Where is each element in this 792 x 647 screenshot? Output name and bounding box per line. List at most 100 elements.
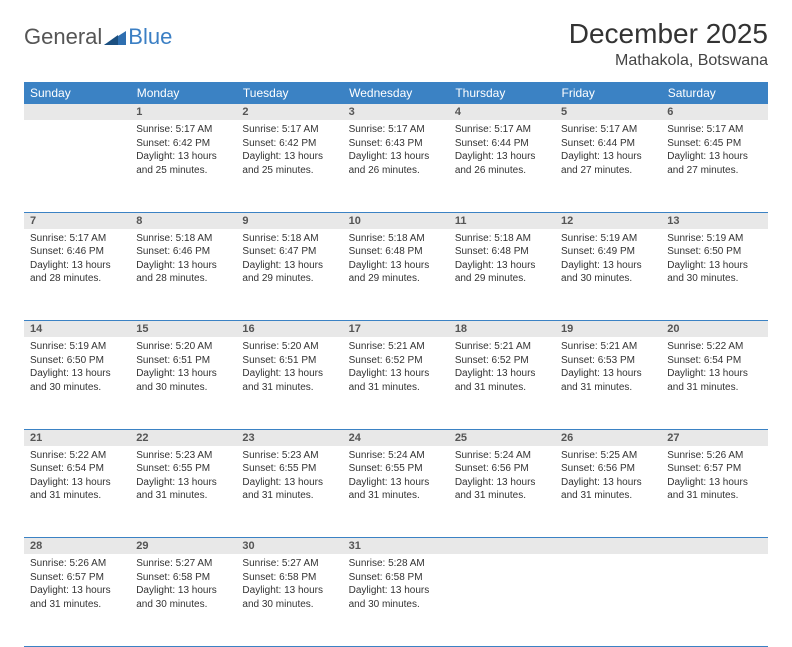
day-number: 29 bbox=[130, 538, 236, 555]
day-cell: Sunrise: 5:26 AMSunset: 6:57 PMDaylight:… bbox=[24, 554, 130, 646]
day-cell: Sunrise: 5:18 AMSunset: 6:48 PMDaylight:… bbox=[343, 229, 449, 321]
day-cell: Sunrise: 5:25 AMSunset: 6:56 PMDaylight:… bbox=[555, 446, 661, 538]
sunrise-line: Sunrise: 5:17 AM bbox=[561, 123, 655, 137]
day-cell: Sunrise: 5:27 AMSunset: 6:58 PMDaylight:… bbox=[236, 554, 342, 646]
day-cell-content: Sunrise: 5:17 AMSunset: 6:44 PMDaylight:… bbox=[449, 120, 555, 183]
sunrise-line: Sunrise: 5:17 AM bbox=[242, 123, 336, 137]
day-cell-content: Sunrise: 5:27 AMSunset: 6:58 PMDaylight:… bbox=[236, 554, 342, 617]
day-cell: Sunrise: 5:17 AMSunset: 6:46 PMDaylight:… bbox=[24, 229, 130, 321]
sunset-line: Sunset: 6:53 PM bbox=[561, 354, 655, 368]
day-cell-content: Sunrise: 5:19 AMSunset: 6:49 PMDaylight:… bbox=[555, 229, 661, 292]
day-number: 21 bbox=[24, 429, 130, 446]
day-cell-content: Sunrise: 5:21 AMSunset: 6:53 PMDaylight:… bbox=[555, 337, 661, 400]
daylight-line: Daylight: 13 hours and 27 minutes. bbox=[667, 150, 761, 177]
logo-triangle-icon bbox=[104, 29, 126, 45]
daylight-line: Daylight: 13 hours and 31 minutes. bbox=[349, 367, 443, 394]
day-cell: Sunrise: 5:18 AMSunset: 6:48 PMDaylight:… bbox=[449, 229, 555, 321]
sunrise-line: Sunrise: 5:28 AM bbox=[349, 557, 443, 571]
weekday-header: Tuesday bbox=[236, 82, 342, 104]
day-number: 13 bbox=[661, 212, 767, 229]
sunset-line: Sunset: 6:52 PM bbox=[455, 354, 549, 368]
sunset-line: Sunset: 6:55 PM bbox=[242, 462, 336, 476]
sunset-line: Sunset: 6:51 PM bbox=[242, 354, 336, 368]
daylight-line: Daylight: 13 hours and 31 minutes. bbox=[242, 476, 336, 503]
day-cell bbox=[555, 554, 661, 646]
sunrise-line: Sunrise: 5:17 AM bbox=[667, 123, 761, 137]
day-number: 3 bbox=[343, 104, 449, 120]
day-cell bbox=[661, 554, 767, 646]
daylight-line: Daylight: 13 hours and 31 minutes. bbox=[667, 367, 761, 394]
calendar-body: 123456Sunrise: 5:17 AMSunset: 6:42 PMDay… bbox=[24, 104, 768, 646]
sunset-line: Sunset: 6:52 PM bbox=[349, 354, 443, 368]
day-cell: Sunrise: 5:21 AMSunset: 6:52 PMDaylight:… bbox=[449, 337, 555, 429]
day-cell: Sunrise: 5:17 AMSunset: 6:44 PMDaylight:… bbox=[449, 120, 555, 212]
sunrise-line: Sunrise: 5:18 AM bbox=[136, 232, 230, 246]
weekday-header: Sunday bbox=[24, 82, 130, 104]
weekday-header: Thursday bbox=[449, 82, 555, 104]
day-number: 23 bbox=[236, 429, 342, 446]
sunset-line: Sunset: 6:48 PM bbox=[349, 245, 443, 259]
day-cell: Sunrise: 5:24 AMSunset: 6:55 PMDaylight:… bbox=[343, 446, 449, 538]
sunset-line: Sunset: 6:58 PM bbox=[136, 571, 230, 585]
sunset-line: Sunset: 6:57 PM bbox=[667, 462, 761, 476]
day-cell-content: Sunrise: 5:22 AMSunset: 6:54 PMDaylight:… bbox=[661, 337, 767, 400]
daylight-line: Daylight: 13 hours and 26 minutes. bbox=[349, 150, 443, 177]
day-cell-content: Sunrise: 5:23 AMSunset: 6:55 PMDaylight:… bbox=[236, 446, 342, 509]
day-cell: Sunrise: 5:22 AMSunset: 6:54 PMDaylight:… bbox=[24, 446, 130, 538]
day-number bbox=[555, 538, 661, 555]
sunrise-line: Sunrise: 5:21 AM bbox=[455, 340, 549, 354]
day-content-row: Sunrise: 5:22 AMSunset: 6:54 PMDaylight:… bbox=[24, 446, 768, 538]
weekday-header: Friday bbox=[555, 82, 661, 104]
day-cell-content: Sunrise: 5:26 AMSunset: 6:57 PMDaylight:… bbox=[661, 446, 767, 509]
day-number: 19 bbox=[555, 321, 661, 338]
daylight-line: Daylight: 13 hours and 25 minutes. bbox=[242, 150, 336, 177]
day-cell: Sunrise: 5:21 AMSunset: 6:53 PMDaylight:… bbox=[555, 337, 661, 429]
sunset-line: Sunset: 6:55 PM bbox=[349, 462, 443, 476]
day-cell-content: Sunrise: 5:17 AMSunset: 6:42 PMDaylight:… bbox=[236, 120, 342, 183]
sunset-line: Sunset: 6:50 PM bbox=[30, 354, 124, 368]
sunset-line: Sunset: 6:44 PM bbox=[561, 137, 655, 151]
day-number: 15 bbox=[130, 321, 236, 338]
day-cell-content: Sunrise: 5:21 AMSunset: 6:52 PMDaylight:… bbox=[449, 337, 555, 400]
sunrise-line: Sunrise: 5:20 AM bbox=[136, 340, 230, 354]
day-cell-content: Sunrise: 5:20 AMSunset: 6:51 PMDaylight:… bbox=[236, 337, 342, 400]
day-number bbox=[449, 538, 555, 555]
sunset-line: Sunset: 6:42 PM bbox=[242, 137, 336, 151]
sunrise-line: Sunrise: 5:21 AM bbox=[349, 340, 443, 354]
day-content-row: Sunrise: 5:19 AMSunset: 6:50 PMDaylight:… bbox=[24, 337, 768, 429]
daylight-line: Daylight: 13 hours and 25 minutes. bbox=[136, 150, 230, 177]
day-cell: Sunrise: 5:17 AMSunset: 6:45 PMDaylight:… bbox=[661, 120, 767, 212]
day-number: 25 bbox=[449, 429, 555, 446]
sunrise-line: Sunrise: 5:27 AM bbox=[136, 557, 230, 571]
day-number: 12 bbox=[555, 212, 661, 229]
day-number bbox=[24, 104, 130, 120]
location: Mathakola, Botswana bbox=[569, 52, 768, 70]
sunset-line: Sunset: 6:56 PM bbox=[561, 462, 655, 476]
day-cell: Sunrise: 5:17 AMSunset: 6:44 PMDaylight:… bbox=[555, 120, 661, 212]
sunrise-line: Sunrise: 5:22 AM bbox=[30, 449, 124, 463]
sunset-line: Sunset: 6:49 PM bbox=[561, 245, 655, 259]
sunrise-line: Sunrise: 5:26 AM bbox=[667, 449, 761, 463]
day-content-row: Sunrise: 5:17 AMSunset: 6:42 PMDaylight:… bbox=[24, 120, 768, 212]
day-cell-content: Sunrise: 5:19 AMSunset: 6:50 PMDaylight:… bbox=[661, 229, 767, 292]
day-number: 9 bbox=[236, 212, 342, 229]
sunrise-line: Sunrise: 5:18 AM bbox=[349, 232, 443, 246]
sunset-line: Sunset: 6:58 PM bbox=[242, 571, 336, 585]
day-cell: Sunrise: 5:20 AMSunset: 6:51 PMDaylight:… bbox=[130, 337, 236, 429]
weekday-header: Saturday bbox=[661, 82, 767, 104]
daylight-line: Daylight: 13 hours and 27 minutes. bbox=[561, 150, 655, 177]
day-cell-content: Sunrise: 5:25 AMSunset: 6:56 PMDaylight:… bbox=[555, 446, 661, 509]
day-cell: Sunrise: 5:17 AMSunset: 6:42 PMDaylight:… bbox=[130, 120, 236, 212]
day-cell-content: Sunrise: 5:23 AMSunset: 6:55 PMDaylight:… bbox=[130, 446, 236, 509]
day-number: 1 bbox=[130, 104, 236, 120]
weekday-header: Wednesday bbox=[343, 82, 449, 104]
day-cell-content: Sunrise: 5:18 AMSunset: 6:48 PMDaylight:… bbox=[449, 229, 555, 292]
daylight-line: Daylight: 13 hours and 30 minutes. bbox=[136, 584, 230, 611]
day-content-row: Sunrise: 5:17 AMSunset: 6:46 PMDaylight:… bbox=[24, 229, 768, 321]
daylight-line: Daylight: 13 hours and 31 minutes. bbox=[349, 476, 443, 503]
sunset-line: Sunset: 6:58 PM bbox=[349, 571, 443, 585]
day-cell-content: Sunrise: 5:20 AMSunset: 6:51 PMDaylight:… bbox=[130, 337, 236, 400]
day-cell: Sunrise: 5:19 AMSunset: 6:49 PMDaylight:… bbox=[555, 229, 661, 321]
day-cell: Sunrise: 5:23 AMSunset: 6:55 PMDaylight:… bbox=[130, 446, 236, 538]
day-number bbox=[661, 538, 767, 555]
